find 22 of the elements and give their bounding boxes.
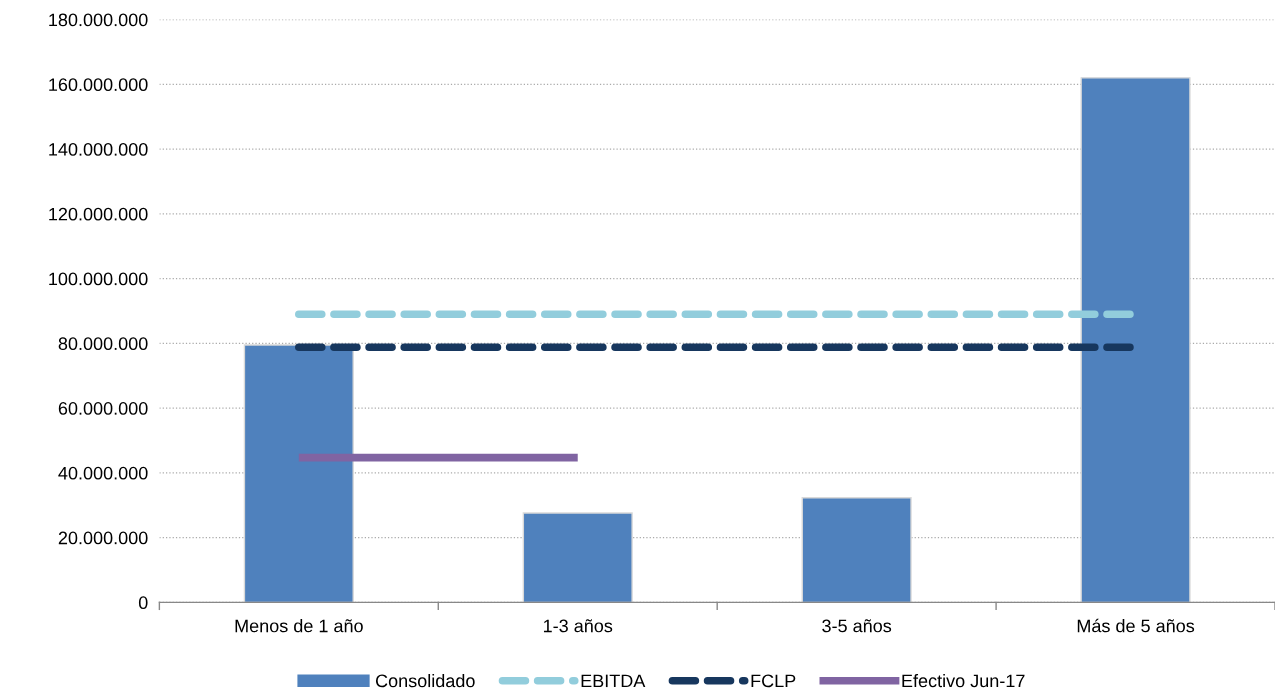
bar bbox=[801, 497, 912, 603]
y-tick-label: 20.000.000 bbox=[58, 531, 148, 545]
bar bbox=[243, 344, 354, 603]
x-tick-label: 3-5 años bbox=[822, 619, 892, 633]
x-tick-label: Menos de 1 año bbox=[235, 619, 363, 633]
x-tick-label: 1-3 años bbox=[543, 619, 613, 633]
y-tick-label: 40.000.000 bbox=[58, 466, 148, 480]
y-tick-label: 60.000.000 bbox=[58, 402, 148, 415]
y-tick-label: 140.000.000 bbox=[49, 143, 148, 156]
y-tick-label: 80.000.000 bbox=[58, 337, 148, 351]
legend-label: EBITDA bbox=[581, 674, 646, 688]
bar bbox=[1080, 77, 1191, 603]
y-tick-label: 0 bbox=[138, 596, 148, 610]
legend-label: Efectivo Jun-17 bbox=[902, 673, 1025, 688]
y-tick-label: 120.000.000 bbox=[49, 207, 148, 221]
x-tick-label: Más de 5 años bbox=[1077, 618, 1195, 633]
legend-label: FCLP bbox=[751, 674, 796, 688]
legend-label: Consolidado bbox=[375, 673, 475, 688]
bar bbox=[522, 512, 633, 603]
y-tick-label: 180.000.000 bbox=[49, 13, 148, 27]
y-tick-label: 160.000.000 bbox=[49, 78, 148, 92]
y-tick-label: 100.000.000 bbox=[49, 272, 148, 286]
